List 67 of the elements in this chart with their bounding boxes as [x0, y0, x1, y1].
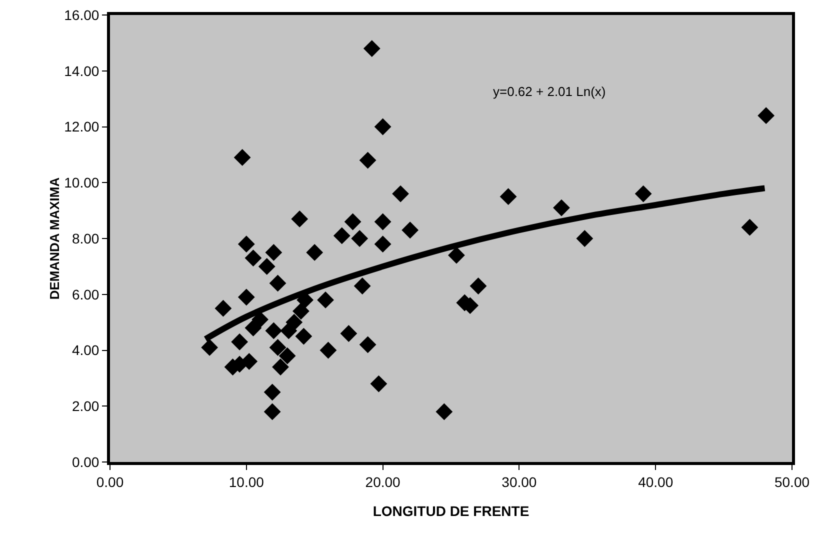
point	[244, 319, 262, 336]
point	[214, 300, 232, 317]
point	[333, 227, 350, 244]
point	[340, 325, 358, 342]
point	[576, 230, 594, 247]
x-tick-label: 10.00	[228, 474, 264, 490]
point	[265, 244, 282, 261]
x-tick-label: 20.00	[365, 474, 401, 490]
point	[234, 149, 251, 166]
point	[634, 185, 652, 202]
y-tick-label: 6.00	[72, 286, 100, 302]
point	[351, 230, 368, 247]
y-tick-label: 14.00	[64, 62, 100, 79]
point	[354, 278, 371, 294]
y-tick-label: 8.00	[72, 230, 100, 246]
annotation: y=0.62 + 2.01 Ln(x)	[493, 84, 606, 99]
point	[359, 336, 376, 354]
y-tick-label: 2.00	[72, 398, 100, 414]
point	[370, 375, 388, 392]
point	[344, 213, 362, 230]
point	[291, 210, 308, 228]
point	[252, 311, 268, 328]
point	[448, 246, 465, 264]
point	[392, 185, 409, 202]
point	[402, 222, 419, 239]
point	[359, 152, 376, 169]
point	[240, 352, 258, 370]
point	[306, 244, 324, 261]
point	[264, 384, 281, 401]
point	[244, 250, 262, 267]
point	[264, 403, 281, 420]
x-tick-label: 50.00	[774, 474, 810, 490]
point	[470, 278, 487, 294]
point	[553, 199, 570, 216]
point	[269, 274, 286, 292]
point	[238, 236, 255, 253]
y-tick-label: 0.00	[72, 454, 100, 470]
point	[363, 40, 380, 57]
point	[317, 292, 334, 308]
point	[292, 302, 310, 320]
x-axis-title: LONGITUD DE FRENTE	[372, 503, 530, 519]
point	[231, 333, 248, 350]
point	[201, 339, 218, 356]
x-tick-label: 0.00	[96, 474, 124, 490]
point	[374, 118, 392, 136]
point	[436, 403, 453, 420]
point	[265, 322, 282, 340]
point	[238, 288, 255, 306]
y-tick-label: 12.00	[64, 118, 100, 135]
point	[295, 328, 312, 345]
point	[272, 358, 289, 376]
point	[286, 314, 303, 331]
point	[374, 213, 392, 230]
point	[758, 107, 775, 124]
point	[374, 236, 392, 253]
point	[278, 347, 296, 364]
point	[320, 342, 337, 359]
y-tick-label: 10.00	[64, 174, 100, 191]
x-tick-label: 40.00	[638, 474, 674, 490]
y-tick-label: 16.00	[64, 6, 100, 23]
y-axis-title: DEMANDA MAXIMA	[47, 176, 62, 300]
point	[269, 339, 286, 356]
point	[258, 258, 276, 275]
point	[500, 188, 517, 206]
y-tick-label: 4.00	[72, 342, 100, 358]
x-tick-label: 30.00	[502, 474, 537, 490]
point	[741, 218, 758, 236]
